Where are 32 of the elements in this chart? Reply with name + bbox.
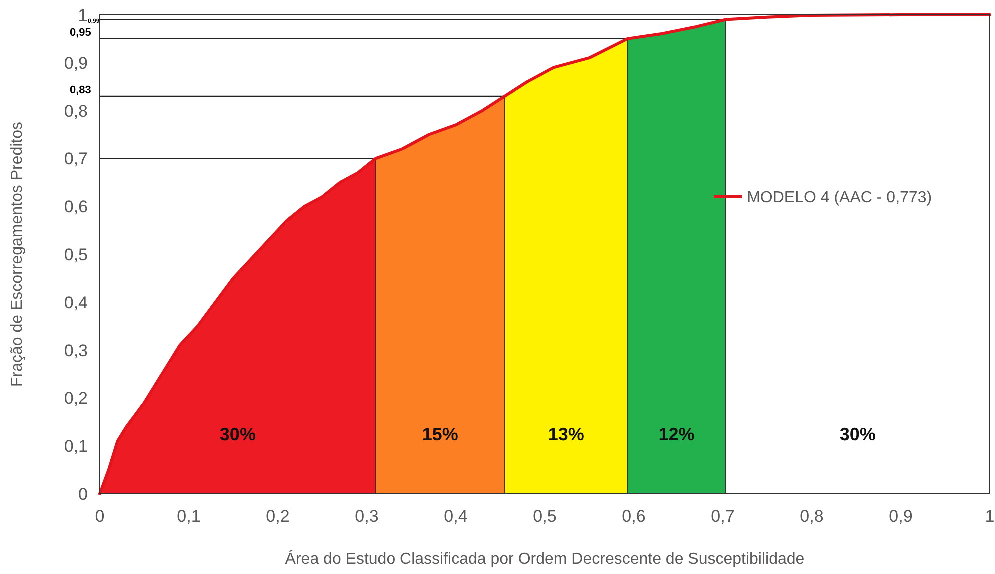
y-axis-title: Fração de Escorregamentos Preditos [9, 122, 26, 388]
y-tick-label: 0,5 [64, 245, 88, 264]
y-tick-label: 0,7 [64, 150, 88, 169]
ref-line-label: 0,95 [70, 26, 92, 39]
y-tick-label: 0 [78, 484, 88, 504]
x-tick-label: 0,8 [800, 507, 824, 526]
annotation: 13% [548, 424, 584, 444]
annotation: 15% [422, 424, 458, 444]
x-tick-label: 0,9 [889, 507, 913, 526]
y-tick-label: 0,6 [64, 198, 88, 217]
y-tick-label: 0,1 [64, 437, 88, 456]
y-tick-label: 0,8 [64, 102, 88, 121]
annotation: 30% [220, 424, 256, 444]
x-tick-label: 0,3 [355, 507, 379, 526]
annotation: 30% [840, 424, 876, 444]
x-tick-label: 0,7 [711, 507, 735, 526]
y-tick-label: 0,3 [64, 341, 88, 360]
y-tick-label: 0,4 [64, 293, 88, 312]
x-tick-label: 0,2 [266, 507, 290, 526]
x-tick-label: 0,6 [622, 507, 646, 526]
annotation: 12% [658, 424, 695, 444]
x-tick-label: 1 [985, 507, 995, 526]
ref-line-label: 0,83 [70, 84, 92, 96]
y-tick-label: 1 [78, 5, 88, 26]
y-tick-label: 0,2 [64, 389, 88, 408]
x-tick-label: 0,1 [177, 507, 201, 526]
x-axis-title: Área do Estudo Classificada por Ordem Decrescente de Susceptibilidade [285, 550, 805, 568]
x-tick-label: 0,5 [533, 507, 557, 526]
x-tick-label: 0 [95, 507, 105, 526]
legend-label: MODELO 4 (AAC - 0,773) [747, 190, 932, 207]
x-tick-label: 0,4 [444, 507, 468, 526]
y-tick-label: 0,9 [64, 54, 88, 73]
